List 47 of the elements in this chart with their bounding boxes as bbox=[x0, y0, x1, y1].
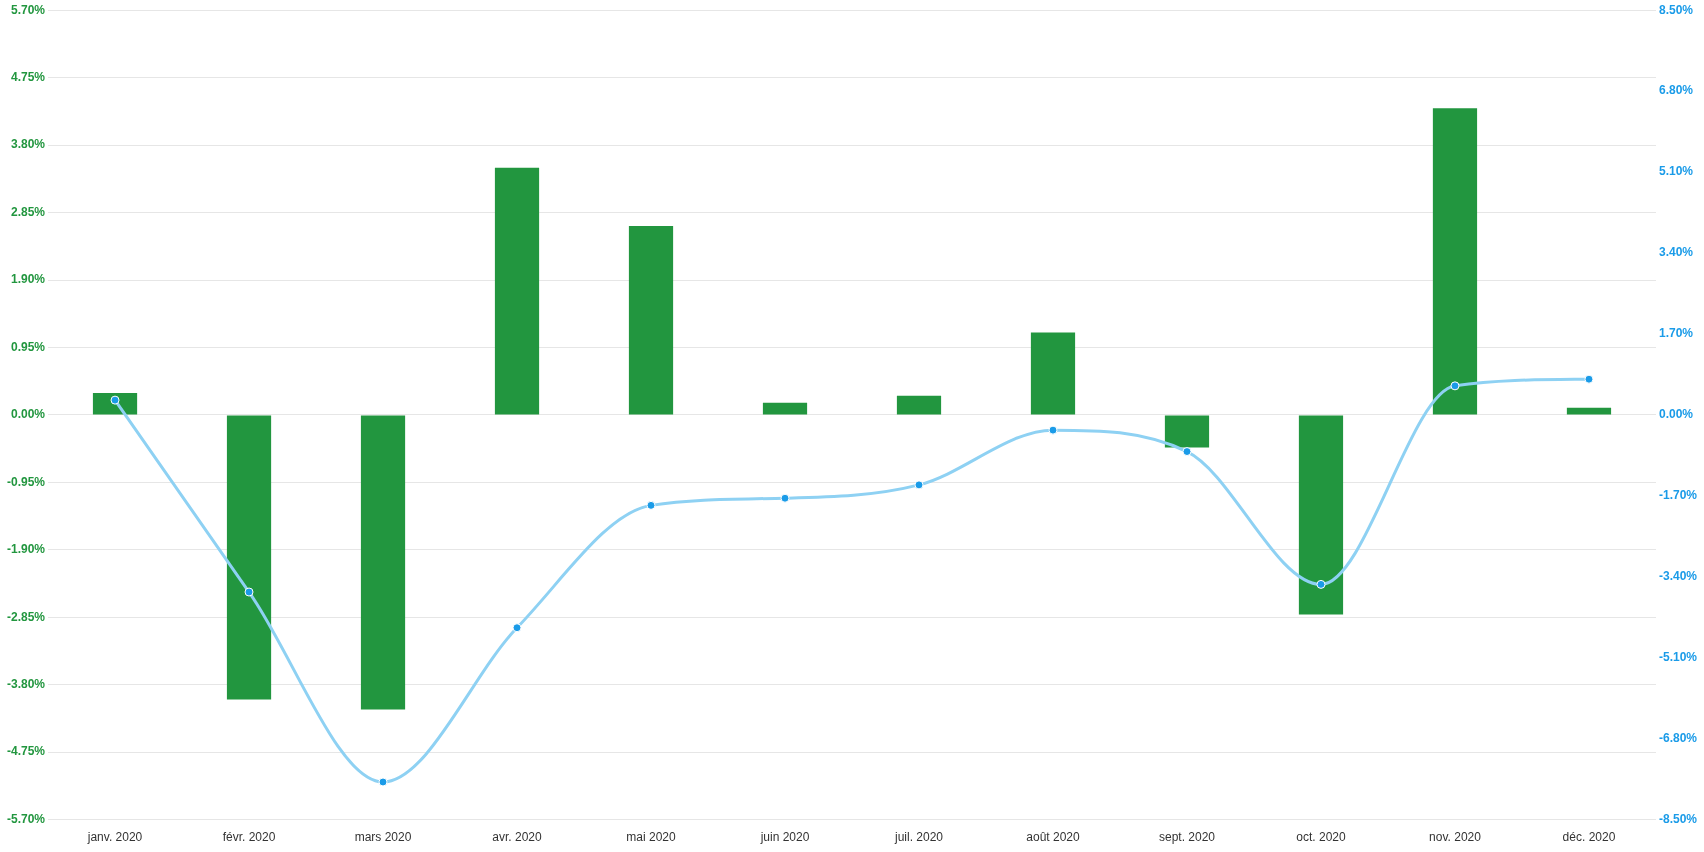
y2-tick-label: 3.40% bbox=[1658, 245, 1694, 260]
y2-tick-label: 6.80% bbox=[1658, 83, 1694, 98]
y-tick-label: -0.95% bbox=[6, 474, 46, 489]
bar bbox=[1566, 407, 1612, 415]
bar bbox=[1298, 415, 1344, 615]
x-tick-label: août 2020 bbox=[1026, 830, 1081, 845]
y-tick-label: 5.70% bbox=[10, 2, 46, 17]
x-tick-label: juin 2020 bbox=[759, 830, 810, 845]
y-tick-label: -5.70% bbox=[6, 811, 46, 826]
bar bbox=[762, 402, 808, 415]
y2-tick-label: 0.00% bbox=[1658, 407, 1694, 422]
y-tick-label: 1.90% bbox=[10, 272, 46, 287]
bar bbox=[226, 415, 272, 700]
y-tick-label: -1.90% bbox=[6, 542, 46, 557]
bar bbox=[896, 395, 942, 415]
y2-tick-label: -1.70% bbox=[1658, 488, 1698, 503]
x-tick-label: mai 2020 bbox=[626, 830, 677, 845]
y2-tick-label: 8.50% bbox=[1658, 2, 1694, 17]
bar bbox=[628, 226, 674, 415]
y2-tick-label: 5.10% bbox=[1658, 164, 1694, 179]
x-tick-label: sept. 2020 bbox=[1158, 830, 1216, 845]
y-tick-label: 0.00% bbox=[10, 407, 46, 422]
y-tick-label: 2.85% bbox=[10, 204, 46, 219]
bar bbox=[360, 415, 406, 710]
x-tick-label: janv. 2020 bbox=[86, 830, 143, 845]
y2-tick-label: -6.80% bbox=[1658, 730, 1698, 745]
y2-tick-label: -3.40% bbox=[1658, 569, 1698, 584]
y-tick-label: 3.80% bbox=[10, 137, 46, 152]
x-tick-label: juil. 2020 bbox=[893, 830, 944, 845]
bar bbox=[494, 167, 540, 415]
y2-tick-label: -8.50% bbox=[1658, 811, 1698, 826]
y2-tick-label: -5.10% bbox=[1658, 650, 1698, 665]
x-tick-label: mars 2020 bbox=[354, 830, 412, 845]
x-tick-label: avr. 2020 bbox=[492, 830, 543, 845]
x-tick-label: oct. 2020 bbox=[1296, 830, 1346, 845]
y2-tick-label: 1.70% bbox=[1658, 326, 1694, 341]
y-tick-label: -3.80% bbox=[6, 677, 46, 692]
y-tick-label: -4.75% bbox=[6, 744, 46, 759]
x-tick-label: févr. 2020 bbox=[222, 830, 276, 845]
bar bbox=[1164, 415, 1210, 448]
bar bbox=[1030, 332, 1076, 415]
bar bbox=[1432, 108, 1478, 415]
x-tick-label: déc. 2020 bbox=[1562, 830, 1616, 845]
y-tick-label: -2.85% bbox=[6, 609, 46, 624]
x-tick-label: nov. 2020 bbox=[1429, 830, 1482, 845]
y-tick-label: 4.75% bbox=[10, 69, 46, 84]
y-tick-label: 0.95% bbox=[10, 339, 46, 354]
